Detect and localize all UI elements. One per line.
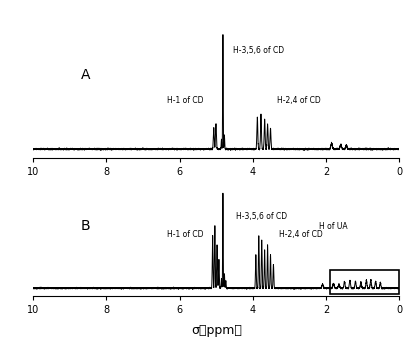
Text: H-1 of CD: H-1 of CD [167, 97, 203, 106]
Text: σ（ppm）: σ（ppm） [191, 324, 242, 337]
Text: H of UA: H of UA [319, 222, 348, 231]
Text: A: A [81, 67, 90, 82]
Text: H-1 of CD: H-1 of CD [167, 229, 203, 238]
Text: H-2,4 of CD: H-2,4 of CD [279, 229, 322, 238]
Bar [330, 270, 399, 294]
Text: B: B [81, 219, 91, 233]
Text: H-3,5,6 of CD: H-3,5,6 of CD [236, 212, 287, 221]
Text: H-3,5,6 of CD: H-3,5,6 of CD [233, 46, 284, 55]
Text: H-2,4 of CD: H-2,4 of CD [277, 97, 320, 106]
